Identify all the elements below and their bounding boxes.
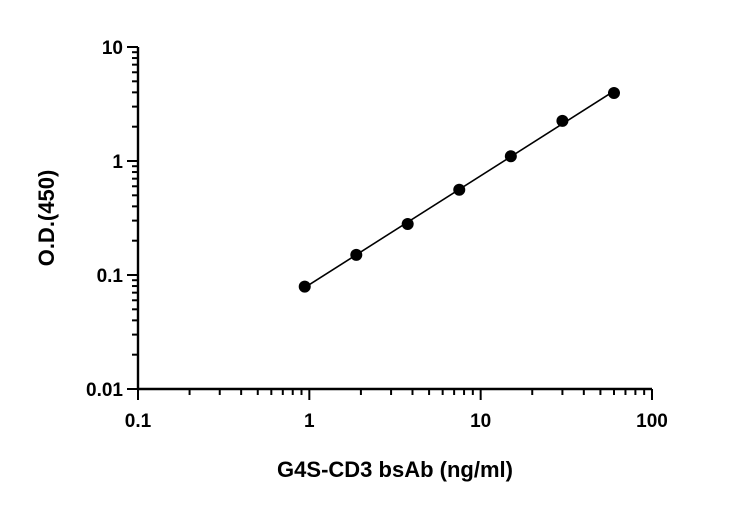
x-tick-label: 100 (636, 411, 668, 432)
data-points (298, 86, 620, 293)
data-point (350, 248, 363, 261)
data-point (401, 218, 414, 231)
data-point (556, 114, 569, 127)
x-axis-label: G4S-CD3 bsAb (ng/ml) (277, 457, 513, 482)
data-point (298, 280, 311, 293)
x-tick-label: 1 (304, 411, 315, 432)
y-tick-label: 0.01 (86, 380, 123, 401)
data-point (453, 183, 466, 196)
y-tick-label: 10 (102, 38, 123, 59)
data-point (504, 150, 517, 163)
y-axis-label: O.D.(450) (34, 170, 59, 267)
x-tick-label: 0.1 (125, 411, 152, 432)
y-tick-label: 0.1 (97, 266, 124, 287)
y-tick-label: 1 (112, 152, 123, 173)
x-tick-label: 10 (470, 411, 491, 432)
data-point (607, 86, 620, 99)
